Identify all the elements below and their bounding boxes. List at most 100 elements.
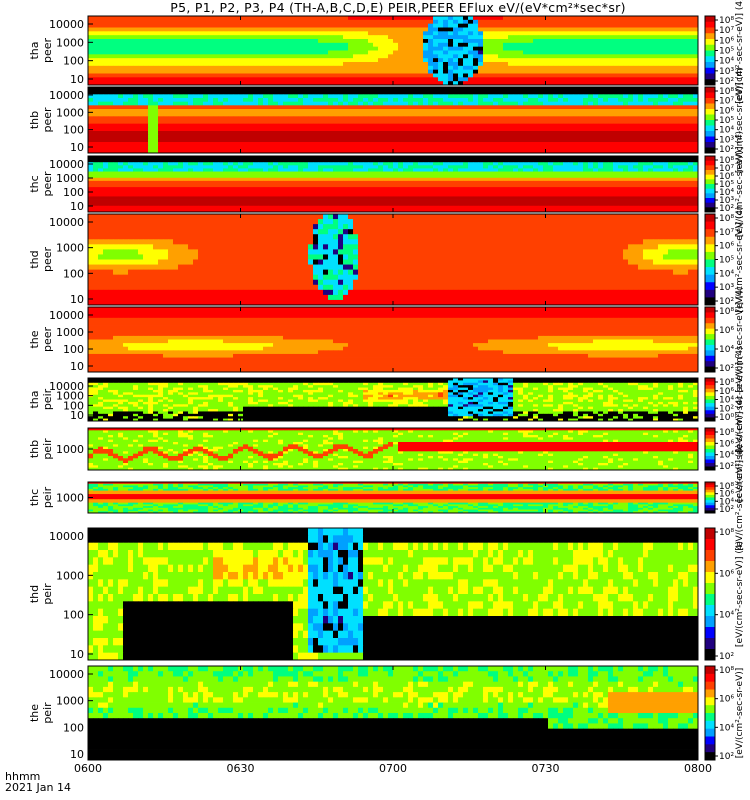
- x-axis-label-date: 2021 Jan 14: [5, 781, 71, 794]
- y-tick-label: 10: [70, 360, 84, 373]
- y-tick-label: 100: [63, 721, 84, 734]
- y-tick-label: 1000: [56, 492, 84, 505]
- y-tick-label: 1000: [56, 242, 84, 255]
- panel-label-thc-peer: peer: [41, 171, 54, 197]
- y-tick-label: 10000: [49, 89, 84, 102]
- y-tick-label: 10000: [49, 309, 84, 322]
- y-tick-label: 10000: [49, 530, 84, 543]
- colorbar-tick-label: 10⁶: [719, 569, 734, 579]
- colorbar-tick-label: 10²: [719, 752, 734, 762]
- heatmap-the-peir: [88, 666, 699, 761]
- colorbar-unit-label: [eV/(cm²-sec-sr-eV)] (4): [735, 206, 745, 312]
- colorbar-tick-label: 10⁸: [719, 307, 734, 317]
- colorbar-tick-label: 10⁴: [719, 723, 734, 733]
- colorbar-the-peer: 10⁸ 10⁶ 10⁴ 10² [eV/(cm²-sec-sr-eV)] (4): [704, 286, 745, 393]
- panel-label-the-peer: peer: [41, 327, 54, 353]
- colorbar-tick-label: 10⁸: [719, 378, 734, 388]
- colorbar-tick-label: 10⁵: [719, 116, 734, 126]
- heatmap-tha-peir: [88, 378, 699, 422]
- y-tick-label: 100: [63, 267, 84, 280]
- colorbar-unit-label: [eV/(cm²-sec-sr-eV)] (4): [735, 286, 745, 392]
- colorbar-tick-label: 10⁵: [719, 47, 734, 57]
- y-tick-label: 10: [70, 141, 84, 154]
- colorbar-tick-label: 10⁴: [719, 451, 734, 461]
- colorbar-tick-label: 10⁴: [719, 497, 734, 507]
- y-tick-label: 1000: [56, 326, 84, 339]
- panel-label-thb-peir: peir: [41, 438, 54, 460]
- colorbar-tick-label: 10⁴: [719, 188, 734, 198]
- y-tick-label: 10: [70, 293, 84, 306]
- colorbar-tick-label: 10⁴: [719, 345, 734, 355]
- y-tick-label: 1000: [56, 390, 84, 403]
- panel-label-tha-peer: peer: [41, 38, 54, 64]
- y-tick-label: 10: [70, 409, 84, 422]
- colorbar-tick-label: 10²: [719, 364, 734, 374]
- colorbar-tick-label: 10²: [719, 145, 734, 155]
- panel-label-tha-peir: peir: [41, 388, 54, 410]
- colorbar-tick-label: 10⁴: [719, 396, 734, 406]
- panel-label-thc-peir: thc: [28, 489, 41, 506]
- panel-the-peer: 10000 1000 100 10 the peer 10⁸ 10⁶ 10⁴ 10² [eV/(cm…: [28, 286, 745, 392]
- colorbar-tick-label: 10⁸: [719, 428, 734, 438]
- y-tick-label: 100: [63, 124, 84, 137]
- colorbar-tick-label: 10⁸: [719, 87, 734, 97]
- y-tick-label: 100: [63, 55, 84, 68]
- colorbar-tick-label: 10⁴: [719, 269, 734, 279]
- colorbar-tick-label: 10⁶: [719, 387, 734, 397]
- colorbar-tick-label: 10²: [719, 505, 734, 515]
- panel-label-thd-peer: thd: [28, 250, 41, 268]
- panel-label-thc-peir: peir: [41, 486, 54, 508]
- colorbar-tick-label: 10⁵: [719, 256, 734, 266]
- y-tick-label: 10: [70, 648, 84, 661]
- y-tick-label: 10000: [49, 18, 84, 31]
- x-tick-label: 0800: [684, 762, 712, 775]
- chart-title: P5, P1, P2, P3, P4 (TH-A,B,C,D,E) PEIR,P…: [88, 0, 708, 15]
- colorbar-thd-peir: 10⁸ 10⁶ 10⁴ 10²[eV/(cm²-sec-sr-eV)] (4): [704, 527, 745, 662]
- y-tick-label: 10: [70, 73, 84, 86]
- colorbar-tick-label: 10⁴: [719, 611, 734, 621]
- heatmap-tha-peer: [88, 16, 699, 86]
- panel-label-tha-peir: tha: [28, 390, 41, 408]
- colorbar-unit-label: [eV/(cm²-sec-sr-eV)] (4): [735, 541, 745, 647]
- y-tick-label: 10: [70, 748, 84, 761]
- colorbar-unit-label: [eV/(cm²-sec-sr-eV)] (4): [735, 67, 745, 173]
- colorbar-tick-label: 10⁸: [719, 666, 734, 676]
- x-tick-label: 0730: [532, 762, 560, 775]
- heatmap-thb-peir: [88, 428, 699, 471]
- y-tick-label: 1000: [56, 106, 84, 119]
- colorbar-tick-label: 10⁷: [719, 164, 734, 174]
- y-tick-label: 100: [63, 343, 84, 356]
- colorbar-tick-label: 10²: [719, 297, 734, 307]
- colorbar-unit-label: [eV/(cm²-sec-sr-eV)] (4): [735, 0, 745, 104]
- colorbar-tick-label: 10⁶: [719, 326, 734, 336]
- colorbar-tick-label: 10²: [719, 652, 734, 662]
- colorbar-tick-label: 10⁶: [719, 36, 734, 46]
- colorbar-thd-peer: 10⁸ 10⁷ 10⁶ 10⁵ 10⁴ 10³ 10² [eV/(cm²-sec-sr-eV)…: [704, 206, 745, 313]
- y-tick-label: 1000: [56, 695, 84, 708]
- colorbar-tick-label: 10⁶: [719, 695, 734, 705]
- colorbar-tick-label: 10⁴: [719, 57, 734, 67]
- colorbar-tick-label: 10²: [719, 77, 734, 87]
- y-tick-label: 1000: [56, 36, 84, 49]
- panel-label-thb-peir: thb: [28, 440, 41, 458]
- colorbar-tick-label: 10³: [719, 196, 734, 206]
- colorbar-unit-label: [eV/(cm²-sec-sr-eV)] (4): [735, 346, 745, 452]
- panel-label-thd-peir: peir: [41, 583, 54, 605]
- heatmap-thd-peer: [88, 214, 699, 306]
- colorbar-tick-label: 10⁶: [719, 172, 734, 182]
- colorbar-tick-label: 10⁷: [719, 26, 734, 36]
- colorbar-tick-label: 10⁷: [719, 97, 734, 107]
- colorbar-tick-label: 10²: [719, 462, 734, 472]
- x-tick-label: 0600: [74, 762, 102, 775]
- heatmap-thd-peir: [88, 528, 699, 661]
- y-tick-label: 100: [63, 186, 84, 199]
- colorbar-tick-label: 10⁶: [719, 242, 734, 252]
- y-tick-label: 1000: [56, 569, 84, 582]
